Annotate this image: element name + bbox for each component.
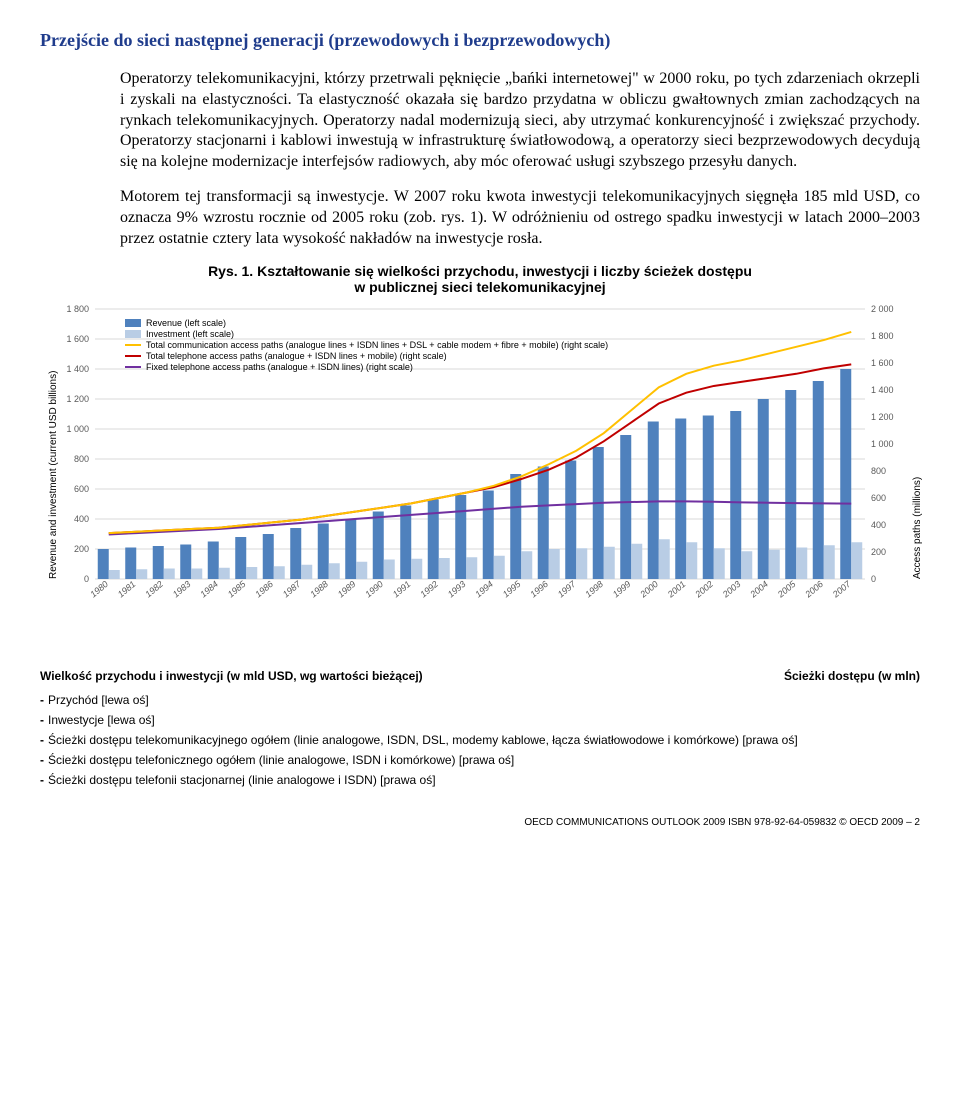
below-text: Ścieżki dostępu telefonii stacjonarnej (… (48, 773, 436, 787)
paragraph-1: Operatorzy telekomunikacyjni, którzy prz… (40, 69, 920, 173)
svg-text:1985: 1985 (226, 579, 249, 600)
right-axis-label: Access paths (millions) (912, 477, 923, 579)
legend-item: Revenue (left scale) (125, 318, 608, 328)
svg-text:1993: 1993 (446, 579, 468, 600)
svg-text:1991: 1991 (391, 579, 413, 600)
legend-text: Total telephone access paths (analogue +… (146, 351, 447, 361)
below-item: -Ścieżki dostępu telefonii stacjonarnej … (40, 773, 920, 787)
svg-text:1 200: 1 200 (66, 394, 89, 404)
legend-swatch-investment (125, 330, 141, 338)
svg-text:1989: 1989 (336, 579, 358, 600)
svg-text:1994: 1994 (473, 579, 495, 600)
below-text: Ścieżki dostępu telekomunikacyjnego ogół… (48, 733, 798, 747)
svg-text:2005: 2005 (775, 579, 798, 601)
svg-text:1 800: 1 800 (66, 304, 89, 314)
svg-text:2001: 2001 (665, 579, 688, 600)
below-item: -Ścieżki dostępu telekomunikacyjnego ogó… (40, 733, 920, 747)
legend-text: Total communication access paths (analog… (146, 340, 608, 350)
svg-text:0: 0 (871, 574, 876, 584)
svg-text:1 400: 1 400 (871, 385, 894, 395)
chart-container: 0 200 400 600 800 1 000 1 200 1 400 1 600 1 800 0 2… (40, 299, 920, 629)
svg-text:800: 800 (74, 454, 89, 464)
legend-line-fixed (125, 366, 141, 368)
svg-text:600: 600 (74, 484, 89, 494)
legend-swatch-revenue (125, 319, 141, 327)
svg-text:1981: 1981 (116, 579, 138, 600)
svg-text:1986: 1986 (253, 579, 275, 600)
legend-text: Fixed telephone access paths (analogue +… (146, 362, 413, 372)
svg-text:1995: 1995 (501, 579, 524, 600)
svg-text:1987: 1987 (281, 579, 304, 600)
svg-text:1990: 1990 (363, 579, 385, 600)
svg-text:1 600: 1 600 (66, 334, 89, 344)
below-text: Ścieżki dostępu telefonicznego ogółem (l… (48, 753, 514, 767)
legend-text: Revenue (left scale) (146, 318, 226, 328)
below-text: Inwestycje [lewa oś] (48, 713, 155, 727)
svg-text:400: 400 (871, 520, 886, 530)
svg-text:1 600: 1 600 (871, 358, 894, 368)
svg-text:1980: 1980 (88, 579, 110, 600)
left-axis-label: Revenue and investment (current USD bill… (48, 371, 59, 579)
chart-legend: Revenue (left scale) Investment (left sc… (125, 317, 608, 373)
svg-text:1998: 1998 (583, 579, 605, 600)
svg-text:2006: 2006 (802, 579, 825, 600)
svg-text:600: 600 (871, 493, 886, 503)
caption-line-1: Rys. 1. Kształtowanie się wielkości przy… (208, 263, 752, 279)
svg-text:200: 200 (871, 547, 886, 557)
svg-text:1 000: 1 000 (871, 439, 894, 449)
svg-text:2002: 2002 (692, 579, 715, 600)
svg-text:1996: 1996 (528, 579, 550, 600)
page-title: Przejście do sieci następnej generacji (… (40, 30, 920, 51)
page-footer: OECD COMMUNICATIONS OUTLOOK 2009 ISBN 97… (40, 817, 920, 828)
svg-text:2004: 2004 (747, 579, 770, 600)
svg-text:2003: 2003 (720, 579, 743, 600)
svg-text:1992: 1992 (418, 579, 440, 600)
below-item: -Inwestycje [lewa oś] (40, 713, 920, 727)
legend-text: Investment (left scale) (146, 329, 234, 339)
legend-line-totaltel (125, 355, 141, 357)
svg-text:1 400: 1 400 (66, 364, 89, 374)
below-item: -Przychód [lewa oś] (40, 693, 920, 707)
svg-text:2000: 2000 (637, 579, 660, 600)
svg-text:1 200: 1 200 (871, 412, 894, 422)
caption-line-2: w publicznej sieci telekomunikacyjnej (354, 279, 605, 295)
legend-item: Fixed telephone access paths (analogue +… (125, 362, 608, 372)
svg-text:1999: 1999 (611, 579, 633, 600)
svg-text:1997: 1997 (556, 579, 579, 600)
svg-text:1 800: 1 800 (871, 331, 894, 341)
svg-text:1984: 1984 (198, 579, 220, 600)
legend-item: Total communication access paths (analog… (125, 340, 608, 350)
svg-text:1982: 1982 (143, 579, 165, 600)
below-item: -Ścieżki dostępu telefonicznego ogółem (… (40, 753, 920, 767)
svg-text:2 000: 2 000 (871, 304, 894, 314)
below-header-left: Wielkość przychodu i inwestycji (w mld U… (40, 669, 423, 683)
figure-caption: Rys. 1. Kształtowanie się wielkości przy… (40, 263, 920, 295)
legend-item: Total telephone access paths (analogue +… (125, 351, 608, 361)
svg-text:400: 400 (74, 514, 89, 524)
legend-line-totalcomm (125, 344, 141, 346)
svg-text:800: 800 (871, 466, 886, 476)
svg-text:200: 200 (74, 544, 89, 554)
paragraph-2: Motorem tej transformacji są inwestycje.… (40, 187, 920, 249)
svg-text:2007: 2007 (830, 579, 853, 601)
below-text: Przychód [lewa oś] (48, 693, 149, 707)
legend-item: Investment (left scale) (125, 329, 608, 339)
svg-text:1983: 1983 (171, 579, 193, 600)
svg-text:1988: 1988 (308, 579, 330, 600)
below-header-right: Ścieżki dostępu (w mln) (784, 669, 920, 683)
svg-text:1 000: 1 000 (66, 424, 89, 434)
legend-translation: Wielkość przychodu i inwestycji (w mld U… (40, 669, 920, 787)
svg-text:0: 0 (84, 574, 89, 584)
